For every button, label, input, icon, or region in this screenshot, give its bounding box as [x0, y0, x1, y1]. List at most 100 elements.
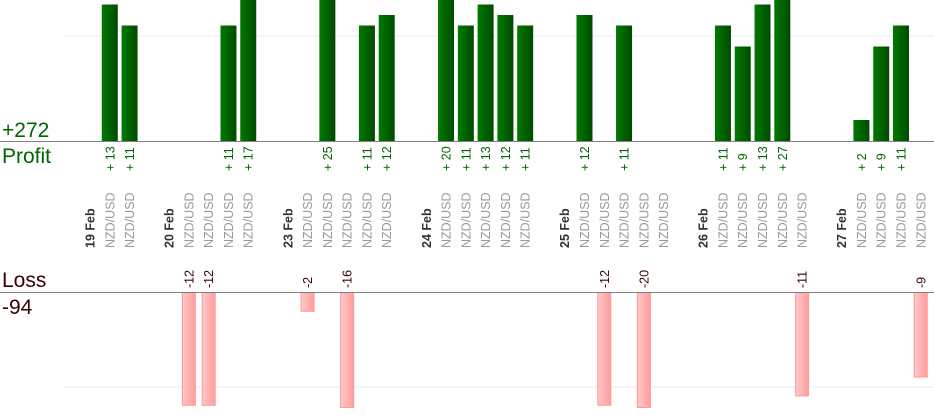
pair-label: NZD/USD: [440, 192, 454, 248]
profit-bar: [734, 46, 751, 141]
profit-value-label: + 12: [499, 146, 513, 171]
profit-bar: [616, 25, 633, 141]
profit-bar: [101, 4, 118, 141]
loss-value-label: -12: [202, 270, 216, 288]
pair-label: NZD/USD: [380, 192, 394, 248]
profit-value-label: + 11: [360, 147, 374, 171]
date-label: 26 Feb: [697, 208, 711, 248]
profit-value-label: + 11: [618, 147, 632, 171]
profit-value-label: + 12: [380, 146, 394, 171]
pair-label: NZD/USD: [618, 192, 632, 248]
profit-value-label: + 9: [875, 153, 889, 171]
pair-label: NZD/USD: [360, 192, 374, 248]
pair-label: NZD/USD: [855, 192, 869, 248]
profit-value-label: + 13: [756, 146, 770, 171]
profit-bar: [873, 46, 890, 141]
profit-label: Profit: [2, 145, 51, 168]
pair-label: NZD/USD: [519, 192, 533, 248]
loss-total: -94: [2, 296, 33, 319]
profit-bar: [853, 120, 870, 141]
pair-label: NZD/USD: [914, 192, 928, 248]
profit-value-label: + 12: [578, 146, 592, 171]
loss-bar: [597, 292, 612, 406]
profit-bar: [378, 15, 395, 141]
date-label: 19 Feb: [84, 208, 98, 248]
date-label: 27 Feb: [835, 208, 849, 248]
loss-bar: [340, 292, 355, 408]
profit-bar: [240, 0, 257, 141]
pair-label: NZD/USD: [222, 192, 236, 248]
profit-value-label: + 11: [519, 147, 533, 171]
profit-bar: [892, 25, 909, 141]
loss-bar: [913, 292, 928, 378]
loss-value-label: -9: [914, 277, 928, 288]
profit-value-label: + 11: [716, 147, 730, 171]
pair-label: NZD/USD: [598, 192, 612, 248]
pair-label: NZD/USD: [716, 192, 730, 248]
profit-value-label: + 27: [776, 146, 790, 171]
pair-label: NZD/USD: [578, 192, 592, 248]
date-label: 24 Feb: [420, 208, 434, 248]
profit-value-label: + 11: [894, 147, 908, 171]
loss-bar: [636, 292, 651, 408]
profit-value-label: + 11: [123, 147, 137, 171]
profit-bar: [576, 15, 593, 141]
pair-label: NZD/USD: [321, 192, 335, 248]
pair-label: NZD/USD: [657, 192, 671, 248]
profit-value-label: + 11: [222, 147, 236, 171]
profit-bar: [754, 4, 771, 141]
loss-value-label: -2: [301, 277, 315, 288]
date-label: 20 Feb: [163, 208, 177, 248]
profit-value-label: + 11: [459, 147, 473, 171]
loss-bar: [181, 292, 196, 406]
loss-value-label: -16: [341, 270, 355, 288]
profit-value-label: + 13: [479, 146, 493, 171]
profit-bar: [497, 15, 514, 141]
pair-label: NZD/USD: [736, 192, 750, 248]
pair-label: NZD/USD: [341, 192, 355, 248]
profit-bar: [438, 0, 455, 141]
profit-value-label: + 25: [321, 146, 335, 171]
profit-bar: [457, 25, 474, 141]
pair-label: NZD/USD: [637, 192, 651, 248]
profit-bar: [358, 25, 375, 141]
loss-value-label: -11: [796, 271, 810, 288]
profit-value-label: + 9: [736, 153, 750, 171]
profit-value-label: + 13: [103, 146, 117, 171]
profit-value-label: + 2: [855, 153, 869, 171]
loss-value-label: -12: [182, 270, 196, 288]
pair-label: NZD/USD: [123, 192, 137, 248]
profit-value-label: + 17: [242, 146, 256, 171]
pair-label: NZD/USD: [499, 192, 513, 248]
pair-label: NZD/USD: [875, 192, 889, 248]
loss-bar: [795, 292, 810, 397]
profit-bar: [477, 4, 494, 141]
pair-label: NZD/USD: [459, 192, 473, 248]
pair-label: NZD/USD: [182, 192, 196, 248]
date-label: 23 Feb: [281, 208, 295, 248]
pair-label: NZD/USD: [202, 192, 216, 248]
profit-bar: [714, 25, 731, 141]
date-label: 25 Feb: [558, 208, 572, 248]
pair-label: NZD/USD: [776, 192, 790, 248]
profit-bar: [121, 25, 138, 141]
profit-bar: [774, 0, 791, 141]
pair-label: NZD/USD: [103, 192, 117, 248]
loss-value-label: -20: [637, 270, 651, 288]
profit-total: +272: [2, 119, 49, 142]
profit-bar: [220, 25, 237, 141]
profit-bar: [517, 25, 534, 141]
profit-value-label: + 20: [440, 146, 454, 171]
pair-label: NZD/USD: [242, 192, 256, 248]
pair-label: NZD/USD: [301, 192, 315, 248]
profit-bar: [319, 0, 336, 141]
pair-label: NZD/USD: [796, 192, 810, 248]
loss-value-label: -12: [598, 270, 612, 288]
loss-label: Loss: [2, 269, 46, 292]
pair-label: NZD/USD: [479, 192, 493, 248]
pair-label: NZD/USD: [756, 192, 770, 248]
loss-bar: [300, 292, 315, 312]
loss-bar: [201, 292, 216, 406]
pair-label: NZD/USD: [894, 192, 908, 248]
